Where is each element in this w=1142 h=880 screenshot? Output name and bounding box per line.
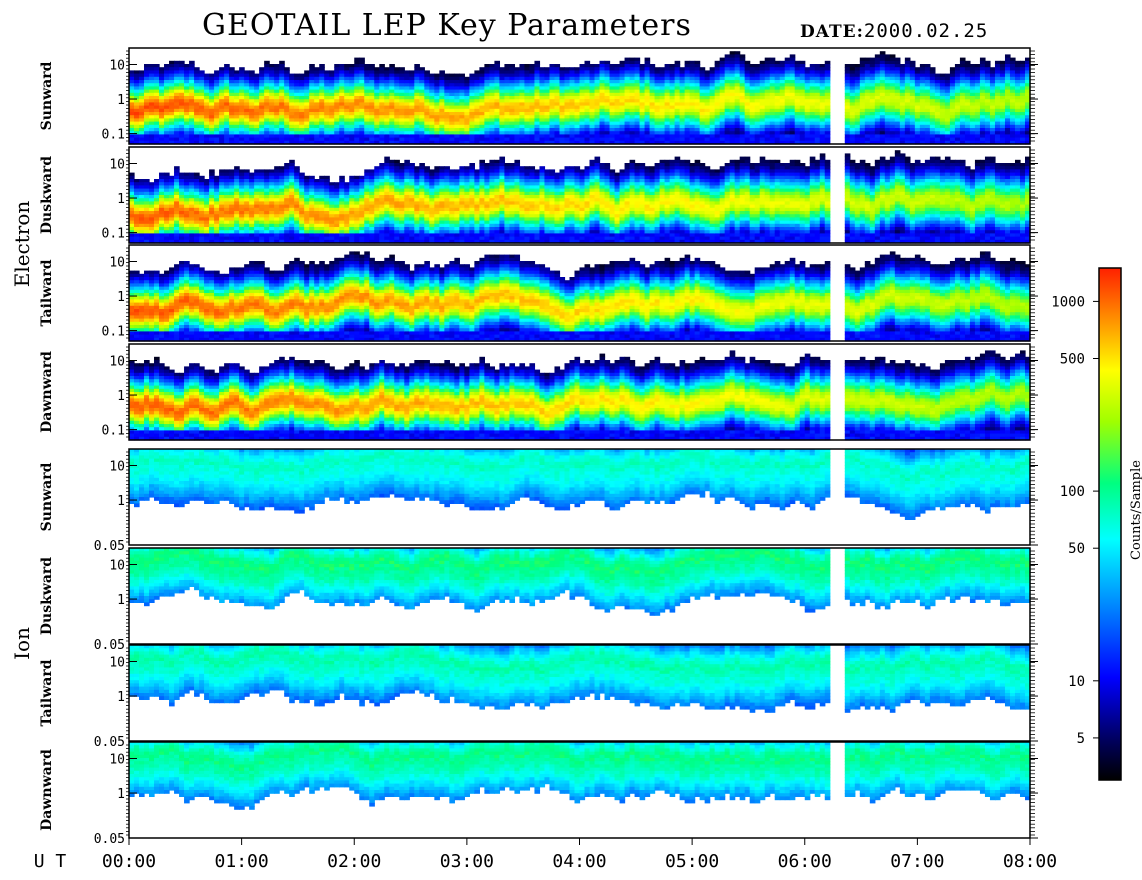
heatmap-cells xyxy=(129,51,1031,144)
y-tick-label: 0.1 xyxy=(102,128,125,143)
heatmap-cells xyxy=(129,150,1031,243)
y-tick-label: 1 xyxy=(117,93,125,108)
y-tick-label: 10 xyxy=(109,58,125,73)
panel-electron-duskward: 1010.1Duskward xyxy=(39,147,1038,244)
panel-electron-sunward: 10 1 0.1 Sunward xyxy=(39,48,1038,145)
panel-label: Sunward xyxy=(39,61,55,130)
